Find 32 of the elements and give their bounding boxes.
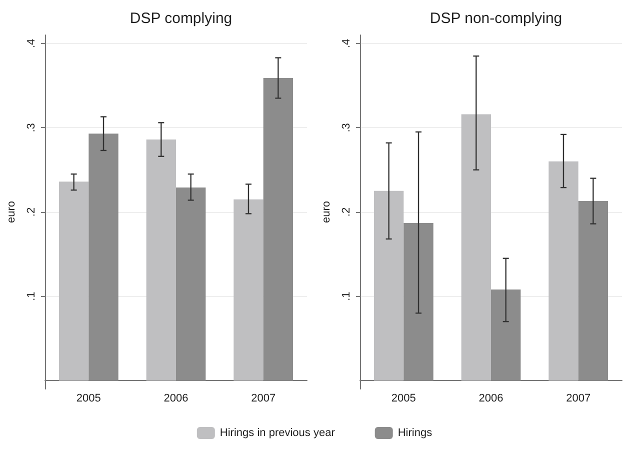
- y-tick-label: .4: [26, 38, 38, 48]
- bar: [88, 134, 118, 381]
- y-tick-label: .1: [340, 292, 352, 301]
- legend-label: Hirings: [398, 427, 433, 439]
- x-tick-label: 2006: [164, 392, 188, 404]
- x-tick-label: 2007: [251, 392, 276, 404]
- y-axis-title: euro: [6, 200, 18, 224]
- x-tick-label: 2006: [478, 392, 504, 404]
- bar: [234, 199, 264, 381]
- chart-title: DSP non-complying: [430, 10, 562, 27]
- x-tick-label: 2007: [566, 392, 591, 404]
- x-tick-label: 2005: [76, 392, 101, 404]
- x-tick-label: 2005: [391, 392, 416, 404]
- bar: [146, 140, 176, 381]
- y-tick-label: .3: [340, 123, 352, 132]
- bar: [491, 290, 521, 381]
- bar: [374, 190, 404, 381]
- y-tick-label: .3: [26, 123, 38, 132]
- legend-label: Hirings in previous year: [220, 427, 336, 439]
- bar: [176, 188, 206, 381]
- bar: [263, 78, 294, 381]
- y-axis-title: euro: [320, 200, 332, 224]
- bar: [461, 114, 491, 381]
- bar: [578, 201, 608, 381]
- chart-title: DSP complying: [130, 10, 232, 27]
- y-tick-label: .2: [26, 207, 38, 217]
- bar: [58, 182, 89, 381]
- y-tick-label: .2: [340, 207, 352, 217]
- y-tick-label: .1: [26, 292, 38, 301]
- bar: [548, 161, 578, 381]
- y-tick-label: .4: [340, 38, 352, 48]
- bar: [404, 222, 434, 381]
